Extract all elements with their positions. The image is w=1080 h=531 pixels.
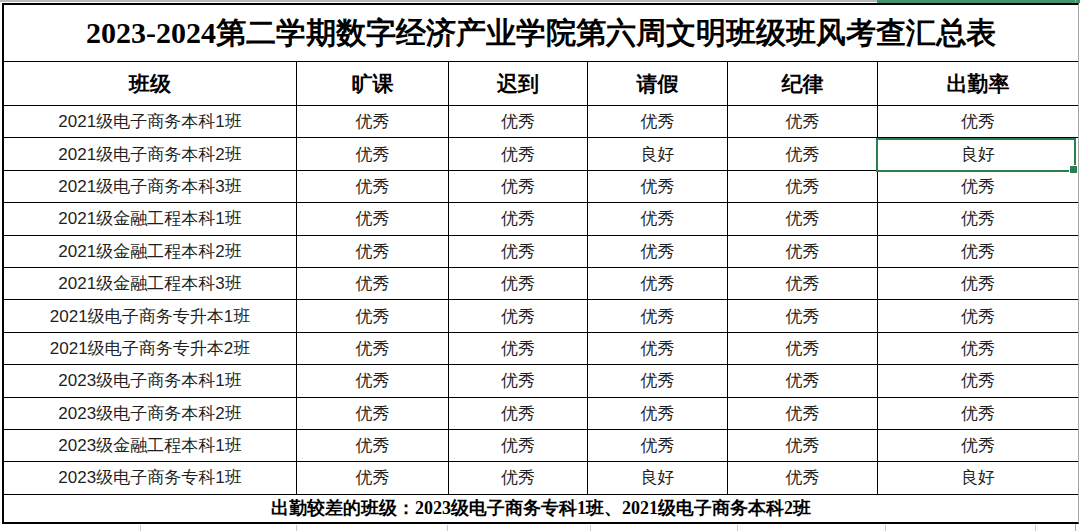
header-attendance[interactable]: 出勤率 [878, 62, 1078, 106]
cell-value[interactable]: 优秀 [588, 365, 728, 397]
header-leave[interactable]: 请假 [588, 62, 728, 106]
cell-value[interactable]: 优秀 [588, 171, 728, 203]
cell-value[interactable]: 优秀 [449, 365, 588, 397]
header-truancy[interactable]: 旷课 [297, 62, 449, 106]
cell-value[interactable]: 良好 [588, 462, 728, 494]
cell-value[interactable]: 优秀 [728, 462, 878, 494]
cell-value[interactable]: 优秀 [728, 365, 878, 397]
cell-value[interactable]: 优秀 [728, 333, 878, 365]
cell-class-name[interactable]: 2023级电子商务专科1班 [4, 462, 297, 494]
cell-value[interactable]: 优秀 [878, 236, 1078, 268]
cell-class-name[interactable]: 2021级电子商务本科2班 [4, 138, 297, 170]
cell-value[interactable]: 优秀 [297, 268, 449, 300]
cell-value[interactable]: 优秀 [297, 236, 449, 268]
cell-class-name[interactable]: 2021级电子商务专升本2班 [4, 333, 297, 365]
cell-value[interactable]: 良好 [588, 138, 728, 170]
cell-value[interactable]: 优秀 [878, 171, 1078, 203]
cell-value[interactable]: 优秀 [449, 398, 588, 430]
cell-value[interactable]: 优秀 [728, 268, 878, 300]
cell-value[interactable]: 优秀 [728, 106, 878, 138]
cell-class-name[interactable]: 2023级金融工程本科1班 [4, 430, 297, 462]
header-discipline[interactable]: 纪律 [728, 62, 878, 106]
cell-value[interactable]: 优秀 [728, 236, 878, 268]
header-class[interactable]: 班级 [4, 62, 297, 106]
cell-value[interactable]: 优秀 [878, 365, 1078, 397]
cell-value[interactable]: 优秀 [449, 203, 588, 235]
cell-value[interactable]: 优秀 [449, 106, 588, 138]
gridline-stub [140, 525, 141, 531]
table-title[interactable]: 2023-2024第二学期数字经济产业学院第六周文明班级班风考查汇总表 [4, 5, 1078, 62]
gridline-stub [885, 525, 886, 531]
cell-value[interactable]: 优秀 [878, 106, 1078, 138]
cell-value[interactable]: 优秀 [297, 300, 449, 332]
gridline-stub [296, 525, 297, 531]
cell-value[interactable]: 优秀 [588, 268, 728, 300]
cell-value[interactable]: 优秀 [878, 268, 1078, 300]
cell-class-name[interactable]: 2021级电子商务专升本1班 [4, 300, 297, 332]
cell-value[interactable]: 优秀 [588, 430, 728, 462]
cell-value[interactable]: 优秀 [878, 300, 1078, 332]
active-cell-value[interactable]: 良好 [878, 138, 1078, 170]
cell-value[interactable]: 优秀 [728, 138, 878, 170]
cell-value[interactable]: 优秀 [297, 203, 449, 235]
spreadsheet-view: 2023-2024第二学期数字经济产业学院第六周文明班级班风考查汇总表 班级 旷… [0, 0, 1080, 531]
gridline-stub [447, 525, 448, 531]
cell-value[interactable]: 优秀 [297, 106, 449, 138]
gridline-stub [737, 525, 738, 531]
fill-handle[interactable] [1069, 165, 1078, 174]
table-footer-note[interactable]: 出勤较差的班级：2023级电子商务专科1班、2021级电子商务本科2班 [4, 495, 1078, 522]
cell-value[interactable]: 优秀 [449, 300, 588, 332]
cell-value[interactable]: 优秀 [728, 430, 878, 462]
cell-value[interactable]: 优秀 [588, 106, 728, 138]
cell-value[interactable]: 优秀 [588, 300, 728, 332]
cell-value[interactable]: 优秀 [449, 268, 588, 300]
gridline-stub [590, 525, 591, 531]
cell-class-name[interactable]: 2021级金融工程本科1班 [4, 203, 297, 235]
cell-value[interactable]: 优秀 [297, 398, 449, 430]
cell-class-name[interactable]: 2021级金融工程本科3班 [4, 268, 297, 300]
cell-value[interactable]: 优秀 [449, 138, 588, 170]
cell-value[interactable]: 优秀 [449, 171, 588, 203]
cell-value[interactable]: 优秀 [297, 365, 449, 397]
cell-class-name[interactable]: 2021级金融工程本科2班 [4, 236, 297, 268]
cell-value[interactable]: 优秀 [588, 236, 728, 268]
cell-value[interactable]: 优秀 [878, 333, 1078, 365]
cell-class-name[interactable]: 2023级电子商务本科1班 [4, 365, 297, 397]
cell-class-name[interactable]: 2023级电子商务本科2班 [4, 398, 297, 430]
cell-value[interactable]: 优秀 [728, 171, 878, 203]
cell-value[interactable]: 优秀 [449, 236, 588, 268]
cell-value[interactable]: 优秀 [588, 203, 728, 235]
cell-class-name[interactable]: 2021级电子商务本科3班 [4, 171, 297, 203]
cell-value[interactable]: 优秀 [728, 398, 878, 430]
cell-value[interactable]: 良好 [878, 462, 1078, 494]
cell-value[interactable]: 优秀 [878, 430, 1078, 462]
cell-value[interactable]: 优秀 [449, 430, 588, 462]
cell-value[interactable]: 优秀 [878, 398, 1078, 430]
cell-value[interactable]: 优秀 [728, 203, 878, 235]
header-late[interactable]: 迟到 [449, 62, 588, 106]
cell-value[interactable]: 优秀 [449, 462, 588, 494]
cell-value[interactable]: 优秀 [297, 430, 449, 462]
summary-table: 2023-2024第二学期数字经济产业学院第六周文明班级班风考查汇总表 班级 旷… [2, 3, 1079, 524]
cell-value[interactable]: 优秀 [588, 333, 728, 365]
cell-value[interactable]: 优秀 [728, 300, 878, 332]
cell-value[interactable]: 优秀 [297, 138, 449, 170]
cell-value[interactable]: 优秀 [297, 462, 449, 494]
cell-value[interactable]: 优秀 [449, 333, 588, 365]
cell-value[interactable]: 优秀 [297, 333, 449, 365]
cell-class-name[interactable]: 2021级电子商务本科1班 [4, 106, 297, 138]
cell-value[interactable]: 优秀 [297, 171, 449, 203]
gridline-stub [1035, 525, 1036, 531]
cell-value[interactable]: 优秀 [878, 203, 1078, 235]
column-indicator-strip [0, 0, 877, 2]
cell-value[interactable]: 优秀 [588, 398, 728, 430]
